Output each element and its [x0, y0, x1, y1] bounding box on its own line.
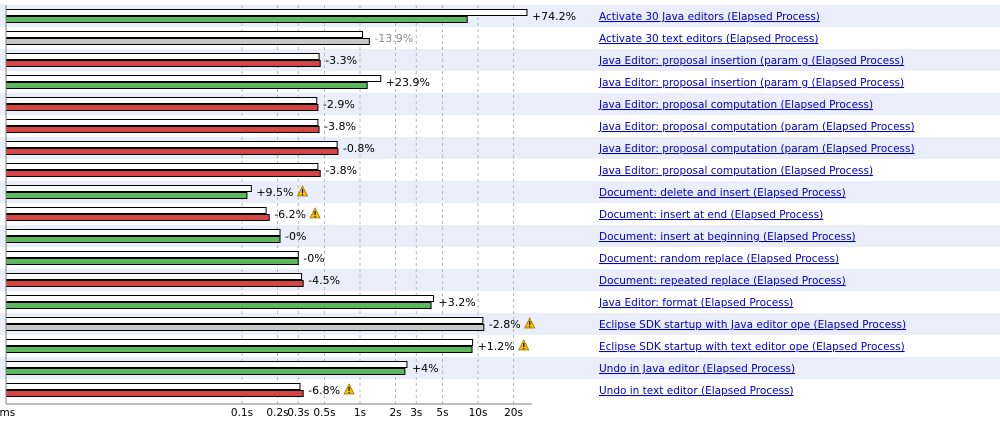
scenario-link[interactable]: Activate 30 text editors (Elapsed Proces… — [599, 33, 818, 45]
scenario-link[interactable]: Document: insert at beginning (Elapsed P… — [599, 231, 856, 243]
current-bar-regressed — [5, 214, 270, 221]
delta-label: -3.8% — [325, 164, 357, 177]
delta-label: +4% — [412, 362, 439, 375]
current-bar-improved — [5, 82, 368, 89]
delta-label: -0.8% — [343, 142, 375, 155]
x-tick-label: 0.1s — [231, 407, 253, 419]
current-bar-improved — [5, 368, 406, 375]
reference-bar — [5, 383, 301, 390]
reference-bar — [5, 317, 484, 324]
x-tick-label: 0.3s — [287, 407, 309, 419]
scenario-link[interactable]: Java Editor: proposal computation (param… — [598, 143, 915, 155]
scenario-link[interactable]: Document: repeated replace (Elapsed Proc… — [599, 275, 846, 287]
reference-bar — [5, 119, 319, 126]
reference-bar — [5, 75, 382, 82]
delta-label: +1.2% — [478, 340, 515, 353]
scenario-link[interactable]: Java Editor: proposal computation (param… — [598, 121, 915, 133]
warning-icon — [309, 207, 321, 219]
reference-bar — [5, 251, 299, 258]
current-bar-regressed — [5, 60, 321, 67]
scenario-link[interactable]: Java Editor: proposal computation (Elaps… — [598, 165, 873, 177]
current-bar-regressed — [5, 170, 321, 177]
label-group: +74.2% Activate 30 Java editors (Elapsed … — [256, 10, 914, 397]
current-bar-improved — [5, 192, 248, 199]
delta-label: -13.9% — [374, 32, 413, 45]
current-bar-improved — [5, 346, 473, 353]
grid-lines — [241, 5, 515, 404]
x-tick-label: 3s — [410, 407, 422, 419]
current-bar-unchanged — [5, 324, 485, 331]
warning-icon — [296, 185, 309, 197]
reference-bar — [5, 295, 435, 302]
delta-label: -2.8% — [489, 318, 521, 331]
reference-bar — [5, 97, 318, 104]
x-tick-label: 0.2s — [266, 407, 288, 419]
reference-bar — [5, 207, 267, 214]
warning-icon — [518, 339, 530, 351]
reference-bar — [5, 229, 281, 236]
delta-label: -6.8% — [308, 384, 340, 397]
current-bar-regressed — [5, 126, 320, 133]
warning-icon — [524, 317, 536, 329]
warning-icon — [343, 383, 355, 395]
x-tick-label: 5s — [436, 407, 448, 419]
scenario-link[interactable]: Eclipse SDK startup with text editor ope… — [599, 341, 905, 353]
reference-bar — [5, 361, 408, 368]
delta-label: +3.2% — [439, 296, 476, 309]
delta-label: -3.8% — [324, 120, 356, 133]
reference-bar — [5, 141, 338, 148]
reference-bar — [5, 185, 252, 192]
current-bar-improved — [5, 258, 299, 265]
reference-bar — [5, 53, 320, 60]
current-bar-improved — [5, 302, 432, 309]
x-tick-label: 2s — [389, 407, 401, 419]
scenario-link[interactable]: Java Editor: format (Elapsed Process) — [598, 297, 793, 309]
reference-bar — [5, 163, 319, 170]
delta-label: -6.2% — [274, 208, 306, 221]
reference-bar — [5, 31, 364, 38]
scenario-link[interactable]: Eclipse SDK startup with Java editor ope… — [599, 319, 906, 331]
scenario-link[interactable]: Undo in Java editor (Elapsed Process) — [599, 363, 795, 375]
reference-bar — [5, 273, 303, 280]
x-tick-label: 10s — [469, 407, 488, 419]
current-bar-improved — [5, 16, 468, 23]
current-bar-regressed — [5, 280, 304, 287]
scenario-link[interactable]: Java Editor: proposal computation (Elaps… — [598, 99, 873, 111]
reference-bar — [5, 339, 474, 346]
delta-label: +74.2% — [532, 10, 576, 23]
bar-group — [5, 9, 528, 397]
scenario-link[interactable]: Document: insert at end (Elapsed Process… — [599, 209, 823, 221]
scenario-link[interactable]: Java Editor: proposal insertion (param g… — [598, 55, 904, 67]
scenario-link[interactable]: Activate 30 Java editors (Elapsed Proces… — [599, 11, 820, 23]
scenario-link[interactable]: Document: random replace (Elapsed Proces… — [599, 253, 839, 265]
scenario-link[interactable]: Undo in text editor (Elapsed Process) — [599, 385, 794, 397]
delta-label: -0% — [303, 252, 324, 265]
scenario-link[interactable]: Document: delete and insert (Elapsed Pro… — [599, 187, 846, 199]
x-tick-label: 1s — [354, 407, 366, 419]
current-bar-regressed — [5, 148, 339, 155]
x-tick-label: 20s — [504, 407, 523, 419]
delta-label: +23.9% — [386, 76, 430, 89]
x-tick-label: 0.5s — [313, 407, 335, 419]
delta-label: +9.5% — [256, 186, 293, 199]
x-axis: 0.1s 0.2s0.3s 0.5s 1s 2s 3s 5s 10s 20s 0ms — [0, 5, 532, 419]
current-bar-regressed — [5, 104, 319, 111]
current-bar-regressed — [5, 390, 304, 397]
x-tick-label-origin: 0ms — [0, 407, 15, 419]
current-bar-improved — [5, 236, 281, 243]
delta-label: -2.9% — [323, 98, 355, 111]
scenario-link[interactable]: Java Editor: proposal insertion (param g… — [598, 77, 904, 89]
delta-label: -0% — [285, 230, 306, 243]
reference-bar — [5, 9, 528, 16]
delta-label: -4.5% — [308, 274, 340, 287]
delta-label: -3.3% — [325, 54, 357, 67]
current-bar-unchanged — [5, 38, 370, 45]
